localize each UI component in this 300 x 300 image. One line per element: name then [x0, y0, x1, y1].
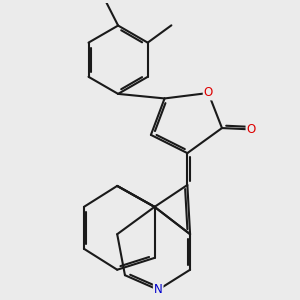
Text: N: N	[154, 283, 163, 296]
Text: O: O	[247, 123, 256, 136]
Text: O: O	[204, 86, 213, 100]
